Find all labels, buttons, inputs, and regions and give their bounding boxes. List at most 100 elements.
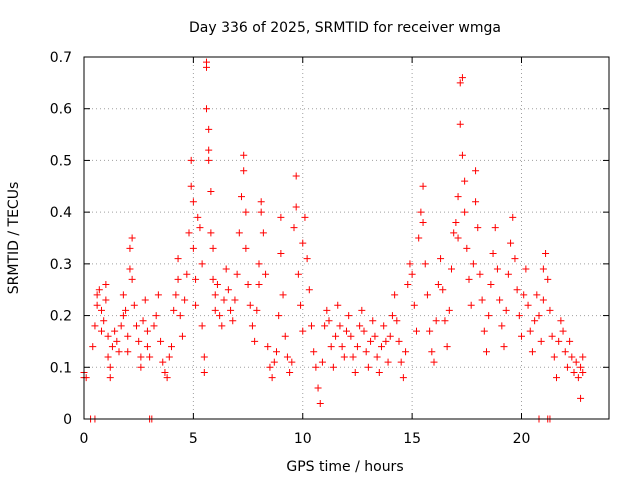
data-point	[561, 348, 569, 356]
data-point	[98, 327, 105, 335]
data-point	[139, 317, 147, 325]
data-point	[539, 265, 547, 273]
data-point	[93, 291, 101, 299]
data-point	[207, 187, 215, 195]
data-point	[227, 306, 235, 314]
data-point	[308, 322, 315, 330]
data-point	[327, 343, 335, 351]
data-point	[102, 296, 110, 304]
data-point	[194, 213, 202, 221]
data-point	[301, 213, 309, 221]
data-point	[119, 291, 127, 299]
data-point	[150, 322, 158, 330]
data-point	[240, 151, 248, 159]
data-point	[472, 167, 480, 175]
data-point	[185, 229, 193, 237]
data-point	[349, 353, 357, 361]
data-point	[207, 229, 215, 237]
data-point	[128, 275, 136, 283]
data-point	[426, 327, 434, 335]
y-tick-label: 0.4	[50, 205, 72, 221]
data-point	[91, 322, 99, 330]
data-point	[347, 332, 355, 340]
data-point	[528, 348, 536, 356]
data-point	[358, 306, 366, 314]
data-point	[441, 317, 449, 325]
data-point	[397, 358, 405, 366]
data-point	[211, 291, 219, 299]
data-point	[281, 332, 289, 340]
data-point	[550, 353, 558, 361]
data-point	[463, 244, 471, 252]
data-point	[264, 343, 272, 351]
data-point	[257, 208, 265, 216]
data-point	[559, 327, 567, 335]
data-point	[520, 291, 528, 299]
data-point	[395, 337, 403, 345]
data-point	[119, 312, 127, 320]
data-point	[231, 296, 239, 304]
y-tick-label: 0.3	[50, 257, 72, 273]
data-point	[224, 286, 232, 294]
data-point	[515, 312, 523, 320]
data-point	[152, 312, 160, 320]
data-point	[454, 193, 462, 201]
data-point	[297, 301, 305, 309]
data-point	[437, 255, 445, 263]
data-point	[299, 327, 307, 335]
data-point	[277, 250, 285, 258]
data-point	[106, 363, 114, 371]
data-point	[356, 322, 364, 330]
data-point	[205, 125, 213, 133]
data-point	[187, 182, 195, 190]
y-tick-label: 0.5	[50, 153, 72, 169]
data-point	[542, 250, 550, 258]
data-point	[292, 203, 300, 211]
data-point	[513, 286, 521, 294]
data-point	[384, 358, 392, 366]
data-point	[244, 281, 252, 289]
data-point	[539, 296, 547, 304]
data-point	[458, 74, 466, 82]
data-point	[292, 172, 300, 180]
y-tick-label: 0.7	[50, 50, 72, 66]
data-point	[402, 348, 410, 356]
data-point	[200, 368, 208, 376]
data-point	[93, 301, 101, 309]
data-point	[294, 270, 302, 278]
data-point	[130, 301, 138, 309]
data-point	[111, 327, 119, 335]
data-point	[251, 337, 259, 345]
data-point	[546, 306, 554, 314]
data-point	[399, 374, 407, 382]
data-point	[305, 286, 313, 294]
data-point	[161, 368, 169, 376]
data-point	[572, 358, 580, 366]
data-point	[391, 291, 399, 299]
data-point	[456, 79, 464, 87]
data-point	[290, 224, 298, 232]
data-point	[172, 291, 180, 299]
data-point	[338, 343, 346, 351]
data-point	[408, 270, 416, 278]
data-point	[448, 265, 455, 273]
data-point	[570, 368, 578, 376]
data-point	[386, 332, 394, 340]
data-point	[577, 394, 585, 402]
data-point	[299, 239, 307, 247]
data-point	[351, 368, 359, 376]
data-point	[205, 156, 213, 164]
data-point	[533, 291, 541, 299]
data-point	[555, 337, 563, 345]
data-point	[209, 244, 217, 252]
data-point	[104, 332, 112, 340]
data-point	[557, 317, 565, 325]
data-point	[404, 281, 412, 289]
data-point	[187, 156, 195, 164]
data-point	[325, 317, 333, 325]
data-point	[192, 275, 200, 283]
data-point	[279, 291, 287, 299]
data-point	[340, 353, 348, 361]
y-tick-label: 0	[63, 412, 72, 428]
data-point	[373, 353, 381, 361]
